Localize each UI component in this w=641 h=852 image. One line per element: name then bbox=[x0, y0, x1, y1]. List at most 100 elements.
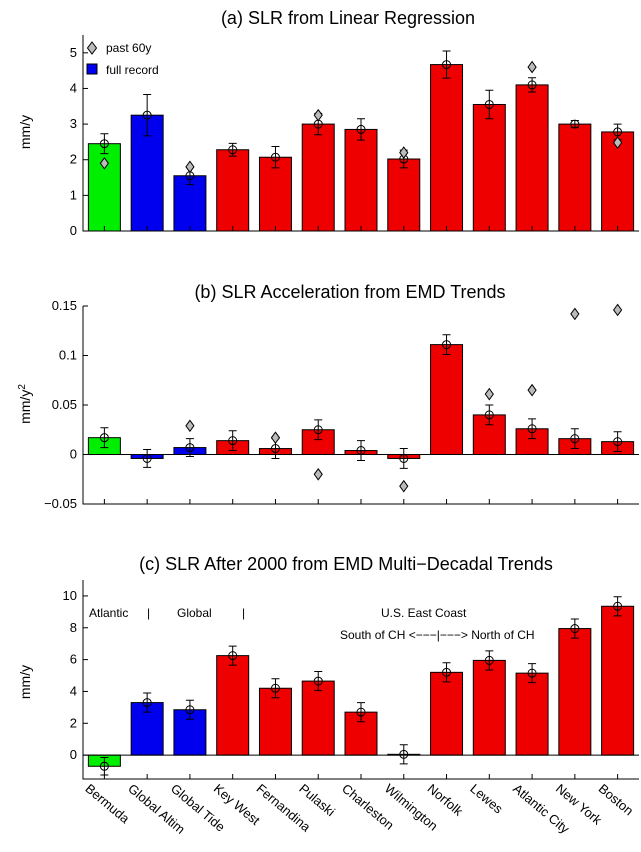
mean-marker bbox=[313, 676, 323, 686]
mean-marker bbox=[613, 127, 623, 137]
past-60y-marker bbox=[399, 479, 409, 493]
mean-marker bbox=[442, 667, 452, 677]
mean-marker bbox=[99, 433, 109, 443]
error-bar bbox=[399, 448, 408, 469]
past-60y-marker bbox=[185, 419, 195, 433]
legend-diamond-marker bbox=[86, 41, 98, 55]
y-tick-label: 0 bbox=[70, 223, 77, 238]
y-tick-label: −0.05 bbox=[44, 496, 77, 511]
past-60y-marker bbox=[399, 146, 409, 159]
bar-key-west bbox=[216, 655, 250, 756]
mean-marker bbox=[99, 761, 109, 771]
error-bar bbox=[357, 440, 365, 461]
legend-past-60y: past 60y bbox=[106, 41, 151, 55]
error-bar bbox=[143, 692, 152, 713]
panel-b: (b) SLR Acceleration from EMD Trends mm/… bbox=[17, 282, 639, 511]
error-bar bbox=[100, 133, 109, 155]
y-tick-label: 0 bbox=[70, 747, 77, 762]
panel-c: (c) SLR After 2000 from EMD Multi−Decada… bbox=[17, 554, 639, 837]
past-60y-marker bbox=[527, 383, 537, 397]
mean-marker bbox=[228, 145, 238, 155]
bar-wilmington bbox=[387, 158, 421, 232]
bar-bermuda bbox=[87, 143, 121, 232]
y-tick-label: 6 bbox=[70, 652, 77, 667]
y-tick-label: 0.15 bbox=[52, 298, 77, 313]
mean-marker bbox=[270, 444, 280, 454]
error-bar bbox=[442, 50, 451, 79]
error-bar bbox=[570, 428, 579, 450]
y-tick-label: 3 bbox=[70, 116, 77, 131]
bar-global-tide bbox=[173, 175, 207, 232]
past-60y-marker bbox=[313, 467, 323, 481]
error-bar bbox=[143, 94, 152, 137]
panel-c-bars bbox=[87, 596, 635, 776]
error-bar bbox=[100, 427, 109, 449]
error-bar bbox=[314, 419, 323, 441]
past-60y-marker bbox=[270, 431, 281, 445]
error-bar bbox=[528, 77, 537, 93]
bar-lewes bbox=[472, 103, 506, 232]
bar-lewes bbox=[472, 659, 506, 756]
mean-marker bbox=[270, 152, 280, 162]
error-bar bbox=[357, 702, 365, 723]
mean-marker bbox=[527, 668, 537, 678]
panel-b-ylabel: mm/y2 bbox=[17, 384, 33, 424]
y-tick-label: 8 bbox=[70, 620, 77, 635]
annot-global: Global bbox=[177, 606, 212, 620]
panel-a-bars bbox=[87, 50, 635, 232]
category-label: Bermuda bbox=[82, 781, 133, 827]
annot-sep-1: | bbox=[147, 606, 150, 620]
error-bar bbox=[143, 449, 152, 468]
bar-norfolk bbox=[430, 671, 464, 756]
panel-c-title: (c) SLR After 2000 from EMD Multi−Decada… bbox=[139, 554, 553, 574]
error-bar bbox=[271, 678, 280, 699]
error-bar bbox=[399, 744, 408, 765]
error-bar bbox=[185, 438, 194, 457]
panel-b-ylabel-unit: mm/y bbox=[17, 390, 33, 424]
mean-marker bbox=[613, 601, 623, 611]
annot-atlantic: Atlantic bbox=[89, 606, 128, 620]
mean-marker bbox=[613, 437, 623, 447]
legend-blue-square bbox=[86, 63, 98, 75]
error-bar bbox=[528, 418, 537, 440]
mean-marker bbox=[228, 651, 238, 661]
bar-pulaski bbox=[301, 123, 335, 232]
past-60y-marker bbox=[612, 136, 623, 149]
bar-pulaski bbox=[301, 680, 335, 756]
bar-norfolk bbox=[430, 64, 464, 232]
mean-marker bbox=[270, 683, 280, 693]
error-bar bbox=[613, 431, 622, 453]
panel-a-ylabel: mm/y bbox=[17, 115, 33, 149]
mean-marker bbox=[484, 655, 494, 665]
mean-marker bbox=[142, 698, 152, 708]
panel-b-title: (b) SLR Acceleration from EMD Trends bbox=[194, 282, 505, 302]
y-tick-label: 2 bbox=[70, 715, 77, 730]
mean-marker bbox=[484, 410, 494, 420]
mean-marker bbox=[313, 425, 323, 435]
annot-south-north: South of CH <−−−|−−−> North of CH bbox=[340, 628, 535, 642]
panel-b-ylabel-sup: 2 bbox=[17, 384, 28, 390]
mean-marker bbox=[527, 424, 537, 434]
error-bar bbox=[271, 146, 280, 169]
mean-marker bbox=[442, 340, 452, 350]
y-tick-label: 4 bbox=[70, 80, 77, 95]
mean-marker bbox=[484, 99, 494, 109]
annot-sep-2: | bbox=[242, 606, 245, 620]
panel-a-legend: past 60y full record bbox=[86, 41, 159, 77]
panel-c-axis: 0 2 4 6 8 10 bbox=[63, 580, 639, 780]
panel-c-ylabel: mm/y bbox=[17, 665, 33, 699]
y-tick-label: 0.1 bbox=[59, 348, 77, 363]
error-bar bbox=[228, 645, 237, 666]
error-bar bbox=[613, 596, 622, 617]
error-bar bbox=[442, 662, 451, 683]
mean-marker bbox=[356, 124, 366, 134]
past-60y-marker bbox=[313, 108, 323, 122]
bar-new-york bbox=[558, 628, 592, 756]
past-60y-marker bbox=[185, 160, 195, 174]
past-60y-marker bbox=[99, 156, 110, 170]
error-bar bbox=[485, 650, 494, 671]
mean-marker bbox=[527, 80, 537, 90]
category-label: Lewes bbox=[467, 781, 506, 817]
error-bar bbox=[357, 118, 365, 141]
